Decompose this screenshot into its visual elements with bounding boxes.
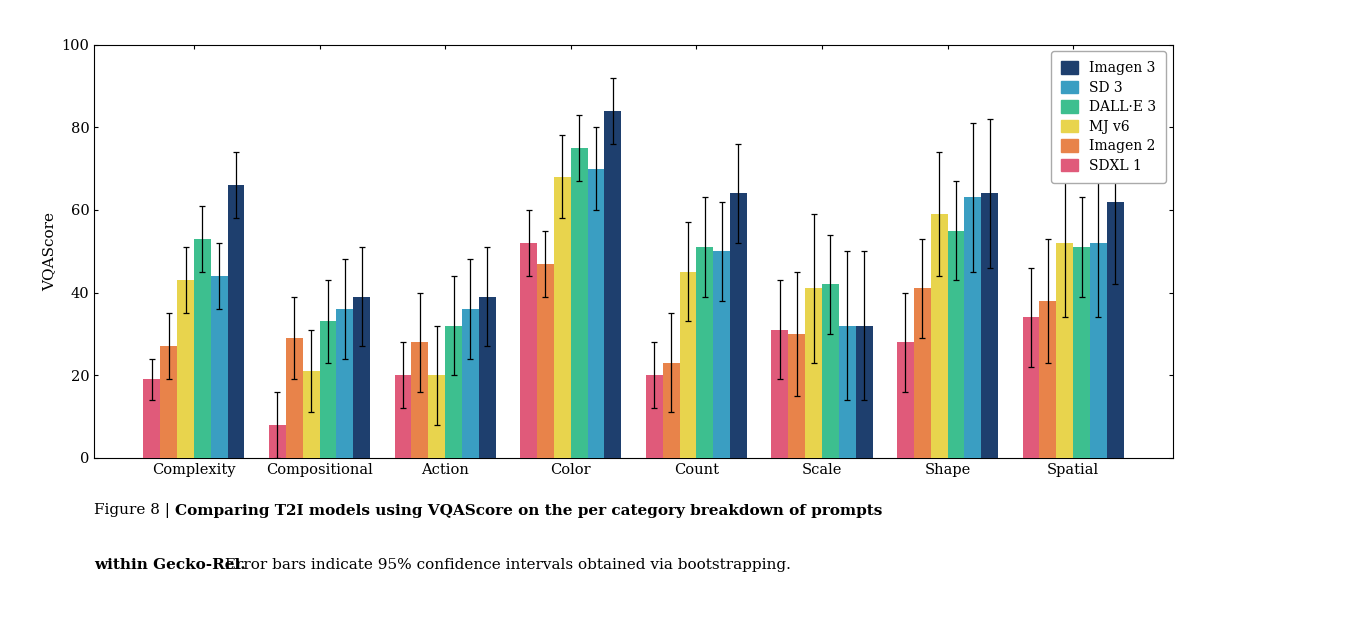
Bar — [395, 375, 411, 458]
Text: Comparing T2I models using VQAScore on the per category breakdown of prompts: Comparing T2I models using VQAScore on t… — [175, 504, 883, 518]
Legend: Imagen 3, SD 3, DALL·E 3, MJ v6, Imagen 2, SDXL 1: Imagen 3, SD 3, DALL·E 3, MJ v6, Imagen … — [1051, 52, 1166, 183]
Bar — [914, 289, 930, 458]
Bar — [353, 296, 371, 458]
Bar — [604, 111, 621, 458]
Bar — [856, 326, 872, 458]
Bar — [337, 309, 353, 458]
Bar — [697, 247, 713, 458]
Bar — [731, 193, 747, 458]
Bar — [143, 379, 160, 458]
Bar — [194, 238, 210, 458]
Bar — [429, 375, 445, 458]
Bar — [1057, 243, 1073, 458]
Bar — [270, 425, 286, 458]
Bar — [679, 272, 697, 458]
Bar — [948, 230, 964, 458]
Bar — [445, 326, 462, 458]
Bar — [1073, 247, 1091, 458]
Bar — [713, 251, 731, 458]
Bar — [805, 289, 822, 458]
Text: Figure 8 |: Figure 8 | — [94, 503, 175, 518]
Bar — [319, 322, 337, 458]
Y-axis label: VQAScore: VQAScore — [42, 212, 57, 291]
Bar — [930, 214, 948, 458]
Bar — [177, 280, 194, 458]
Bar — [286, 338, 303, 458]
Bar — [789, 334, 805, 458]
Bar — [1091, 243, 1107, 458]
Bar — [838, 326, 856, 458]
Bar — [411, 342, 429, 458]
Bar — [981, 193, 998, 458]
Text: within Gecko-Rel.: within Gecko-Rel. — [94, 558, 245, 572]
Bar — [964, 198, 981, 458]
Bar — [228, 185, 244, 458]
Bar — [588, 169, 604, 458]
Bar — [896, 342, 914, 458]
Bar — [462, 309, 479, 458]
Bar — [663, 363, 679, 458]
Bar — [554, 177, 570, 458]
Bar — [160, 346, 177, 458]
Bar — [1039, 301, 1057, 458]
Bar — [646, 375, 663, 458]
Bar — [479, 296, 496, 458]
Bar — [210, 276, 228, 458]
Bar — [822, 284, 838, 458]
Bar — [1107, 202, 1124, 458]
Bar — [520, 243, 537, 458]
Text: Error bars indicate 95% confidence intervals obtained via bootstrapping.: Error bars indicate 95% confidence inter… — [220, 558, 790, 572]
Bar — [537, 263, 554, 458]
Bar — [771, 329, 789, 458]
Bar — [570, 148, 588, 458]
Bar — [303, 371, 319, 458]
Bar — [1023, 317, 1039, 458]
